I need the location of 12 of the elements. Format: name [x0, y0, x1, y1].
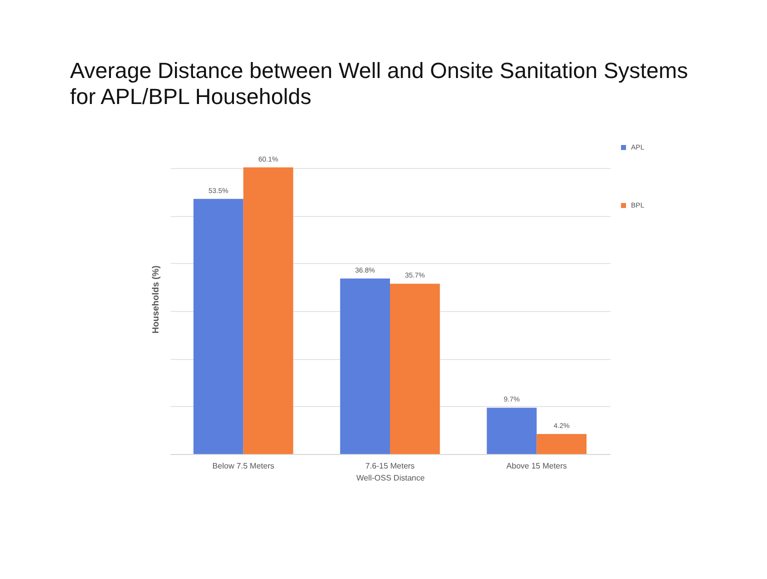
x-tick-label: Below 7.5 Meters — [212, 462, 274, 470]
bar — [193, 198, 244, 454]
bar — [340, 278, 390, 454]
x-tick-label: 7.6-15 Meters — [365, 462, 415, 470]
y-axis-title: Households (%) — [150, 265, 160, 334]
bar — [486, 408, 537, 454]
bar — [243, 167, 294, 454]
x-axis-title: Well-OSS Distance — [356, 474, 426, 482]
chart-title: Average Distance between Well and Onsite Sanitation Systems for APL/BPL Households — [70, 58, 688, 109]
bar — [390, 284, 440, 454]
bar — [536, 434, 587, 454]
x-tick-label: Above 15 Meters — [506, 462, 567, 470]
